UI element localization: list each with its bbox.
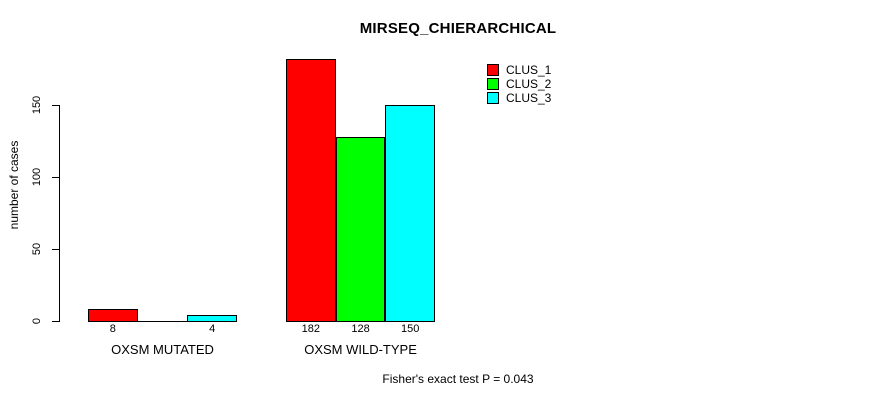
axis-tick [52, 321, 59, 322]
bar-value-label: 8 [109, 323, 116, 335]
bar-value-label: 182 [301, 323, 321, 335]
legend-swatch [487, 64, 499, 76]
category-label: OXSM MUTATED [111, 342, 214, 357]
bar [335, 137, 386, 322]
bar [88, 309, 138, 322]
bar [187, 315, 238, 322]
bar-value-label: 4 [209, 323, 216, 335]
bar-value-label: 128 [351, 323, 370, 335]
axis-tick [52, 249, 59, 250]
legend-row: CLUS_3 [487, 92, 551, 104]
legend-row: CLUS_1 [487, 64, 551, 76]
group-baseline [88, 321, 238, 322]
category-label: OXSM WILD-TYPE [304, 342, 417, 357]
axis-tick-label: 100 [31, 167, 43, 187]
legend-label: CLUS_2 [506, 77, 552, 91]
bar [385, 105, 436, 322]
annotation-text: Fisher's exact test P = 0.043 [382, 372, 534, 386]
axis-tick [52, 105, 59, 106]
legend: CLUS_1 CLUS_2 CLUS_3 [487, 64, 551, 106]
legend-label: CLUS_1 [506, 63, 552, 77]
legend-label: CLUS_3 [506, 91, 552, 105]
bar-value-label: 150 [401, 323, 420, 335]
axis-tick-label: 0 [31, 317, 43, 325]
legend-row: CLUS_2 [487, 78, 551, 90]
bar [286, 59, 336, 322]
chart-title: MIRSEQ_CHIERARCHICAL [359, 20, 557, 37]
axis-tick-label: 150 [31, 95, 43, 115]
y-axis-title: number of cases [7, 140, 21, 230]
y-axis-line [59, 105, 60, 322]
legend-swatch [487, 78, 499, 90]
legend-swatch [487, 92, 499, 104]
axis-tick-label: 50 [31, 242, 43, 256]
axis-tick [52, 177, 59, 178]
